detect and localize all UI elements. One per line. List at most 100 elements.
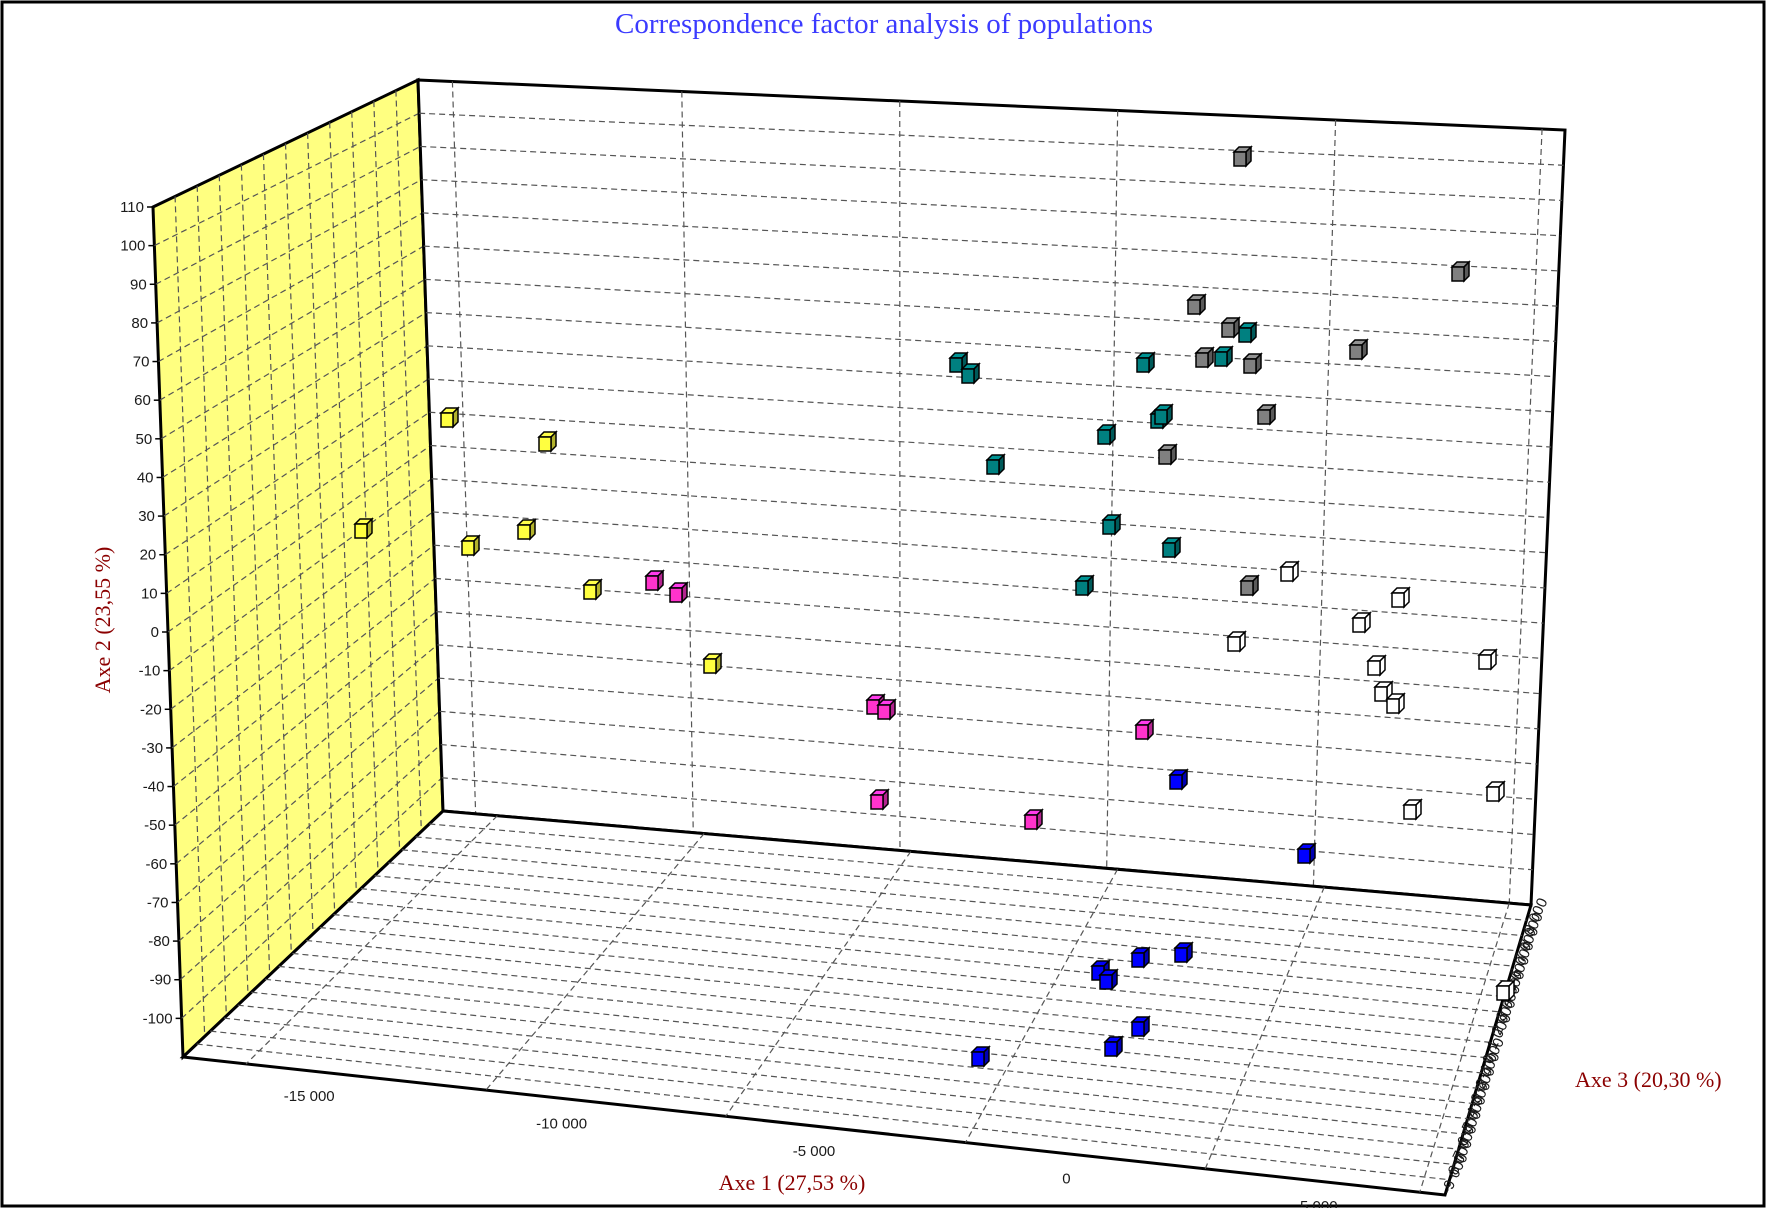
floor-hline <box>292 952 1482 1074</box>
floor-hline <box>360 888 1504 998</box>
data-point <box>1161 536 1182 559</box>
data-point <box>1134 718 1155 741</box>
back-wall-hline <box>432 511 1545 589</box>
data-point <box>1366 654 1387 677</box>
back-wall-hline <box>440 743 1535 836</box>
floor-vline <box>1204 886 1325 1170</box>
data-point <box>1351 611 1372 634</box>
data-point <box>1130 946 1151 969</box>
left-wall-grid <box>154 90 443 1037</box>
data-point <box>1074 574 1095 597</box>
x-tick-label: -15 000 <box>284 1088 335 1105</box>
left-wall-vline <box>395 90 422 832</box>
x-tick-label: -10 000 <box>536 1115 587 1132</box>
y-tick-label: -30 <box>141 740 163 757</box>
x-axis-ticks: -15 000 -10 000 -5 000 0 5 000 <box>284 1088 1338 1208</box>
floor-vline <box>964 868 1119 1143</box>
back-wall-hline <box>421 179 1561 237</box>
left-wall-vline <box>196 185 227 1017</box>
data-point <box>1023 808 1044 831</box>
y-axis-label: Axe 2 (23,55 %) <box>90 547 115 694</box>
back-wall-hline <box>428 378 1552 448</box>
back-wall-hline <box>423 245 1558 307</box>
left-wall-hline <box>174 611 437 826</box>
floor-hline <box>210 1030 1455 1166</box>
back-wall-hline <box>430 444 1549 519</box>
data-point <box>1242 352 1263 375</box>
back-wall-hline <box>420 145 1562 202</box>
back-wall <box>416 78 1567 907</box>
x-tick-label: 0 <box>1062 1171 1070 1188</box>
back-wall-vline <box>1508 128 1543 904</box>
back-wall-hline <box>427 345 1553 413</box>
left-wall-vline <box>351 111 379 873</box>
floor-hline <box>278 965 1477 1089</box>
floor-hline <box>237 1004 1464 1135</box>
data-point <box>702 652 723 675</box>
left-wall-vline <box>284 143 314 935</box>
data-points <box>353 145 1516 1068</box>
data-point <box>668 581 689 604</box>
back-wall-hline <box>437 644 1539 730</box>
data-point <box>1213 345 1234 368</box>
left-wall-vline <box>240 164 271 976</box>
data-point <box>644 569 665 592</box>
series-2 <box>948 321 1258 597</box>
floor-vline <box>725 851 912 1117</box>
data-point <box>516 518 537 541</box>
data-point <box>1348 338 1369 361</box>
floor-hline <box>306 939 1486 1059</box>
data-point <box>876 698 897 721</box>
back-wall-vline <box>451 81 477 814</box>
y-tick-label: 110 <box>120 199 144 216</box>
back-wall-hline <box>433 544 1544 624</box>
left-wall-vline <box>218 175 249 996</box>
data-point <box>1485 780 1506 803</box>
data-point <box>960 362 981 385</box>
back-wall-hline <box>438 677 1538 765</box>
back-wall-vline <box>681 91 694 833</box>
series-4 <box>1226 560 1516 1002</box>
data-point <box>1101 513 1122 536</box>
data-point <box>1450 260 1471 283</box>
y-tick-label: -70 <box>147 894 169 911</box>
data-point <box>353 517 374 540</box>
data-point <box>1477 648 1498 671</box>
back-wall-hline <box>425 311 1555 378</box>
left-wall-hline <box>177 677 439 903</box>
back-wall-grid <box>419 81 1564 904</box>
floor-vline <box>485 833 705 1091</box>
data-point <box>460 534 481 557</box>
floor-hline <box>388 862 1513 967</box>
x-tick-label: -5 000 <box>793 1143 836 1160</box>
back-wall-hline <box>424 278 1556 342</box>
y-tick-label: -80 <box>148 933 170 950</box>
data-point <box>1173 941 1194 964</box>
floor <box>179 809 1533 1197</box>
back-wall-hline <box>435 577 1542 660</box>
data-point <box>1279 560 1300 583</box>
data-point <box>970 1045 991 1068</box>
floor-hline <box>333 913 1495 1028</box>
left-wall-vline <box>306 132 336 914</box>
left-wall-vline <box>174 196 206 1037</box>
data-point <box>1226 630 1247 653</box>
floor-hline <box>196 1043 1450 1181</box>
floor-vline <box>1419 902 1510 1193</box>
left-wall-vline <box>262 154 292 955</box>
series-3 <box>1157 145 1471 597</box>
chart-title: Correspondence factor analysis of popula… <box>615 8 1153 40</box>
data-point <box>1237 321 1258 344</box>
floor-hline <box>401 849 1518 952</box>
data-point <box>1296 842 1317 865</box>
back-wall-hline <box>431 478 1547 554</box>
left-wall-hline <box>173 577 436 788</box>
data-point <box>869 788 890 811</box>
floor-hline <box>415 836 1523 937</box>
data-point <box>1220 316 1241 339</box>
back-wall-hline <box>436 611 1541 695</box>
data-point <box>1153 403 1174 426</box>
data-point <box>537 430 558 453</box>
back-wall-hline <box>439 710 1536 800</box>
